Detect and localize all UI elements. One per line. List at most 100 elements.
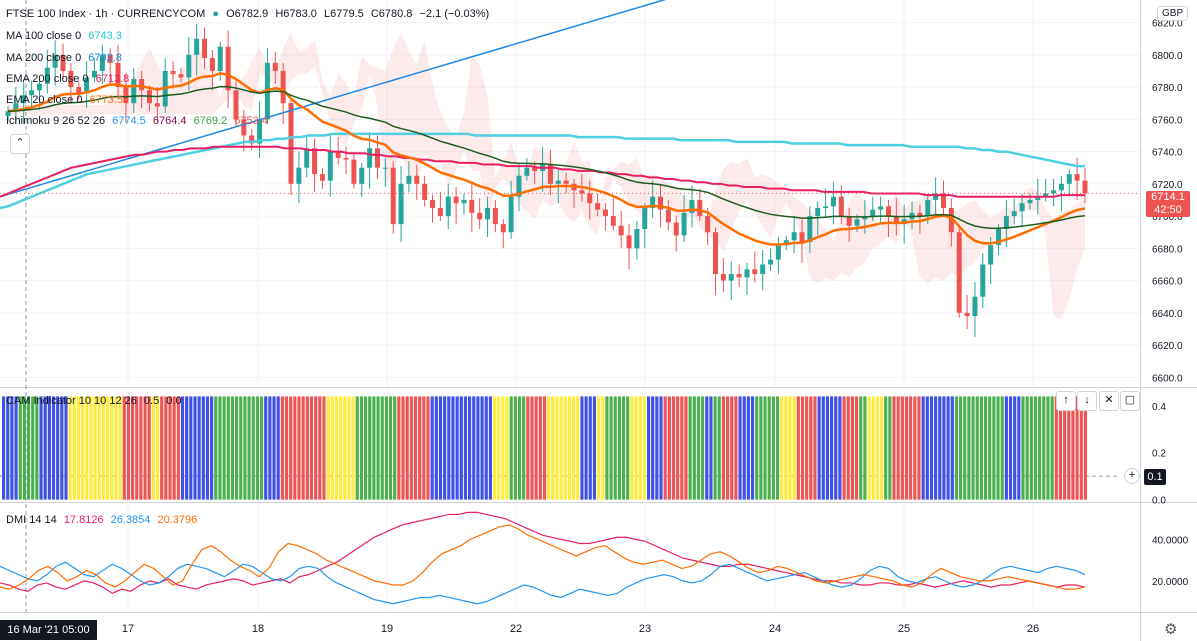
maximize-pane-button[interactable]: ▢ (1120, 391, 1140, 411)
close-pane-button[interactable]: ✕ (1099, 391, 1119, 411)
y-tick-label: 6700.0 (1152, 212, 1183, 223)
cam-bar (838, 396, 842, 500)
cam-bar (97, 396, 101, 500)
y-tick-label: 6820.0 (1152, 19, 1183, 30)
cam-bar (963, 396, 967, 500)
ohlc-close: C6780.8 (370, 8, 413, 20)
crosshair-date-label: 16 Mar '21 05:00 (0, 620, 97, 640)
cam-bar (526, 396, 530, 500)
cam-bar (405, 396, 409, 500)
cam-bar (376, 396, 380, 500)
candle (249, 135, 255, 144)
cam-bar (1071, 396, 1075, 500)
candle (343, 158, 349, 160)
collapse-legend-button[interactable]: ⌃ (10, 134, 30, 154)
cam-bar (634, 396, 638, 500)
cam-bar (601, 396, 605, 500)
cam-bar (738, 396, 742, 500)
cam-bar (884, 396, 888, 500)
last-price-tag: 6714.1 42:50 (1146, 191, 1190, 217)
cam-bar (388, 396, 393, 500)
candle (681, 212, 687, 236)
cam-bar (201, 396, 205, 500)
legend-ema20[interactable]: EMA 20 close 0 6773.5 (6, 94, 127, 106)
cam-bar (422, 396, 426, 500)
cam-bar (534, 396, 538, 500)
candle (390, 167, 396, 225)
legend-ichimoku[interactable]: Ichimoku 9 26 52 26 6774.5 6764.4 6769.2… (6, 115, 272, 127)
cam-bar (118, 396, 122, 500)
cam-bar (185, 396, 189, 500)
candle (500, 224, 506, 233)
cam-bar (1067, 396, 1071, 500)
cam-bar (659, 396, 663, 500)
candle (697, 199, 703, 217)
cam-bar (35, 396, 39, 500)
x-tick-label: 26 (1027, 623, 1039, 635)
y-tick-label: 40.0000 (1152, 535, 1189, 546)
cam-bar (759, 396, 763, 500)
cam-bar (850, 396, 854, 500)
legend-ma200[interactable]: MA 200 close 0 6702.8 (6, 52, 126, 64)
currency-badge[interactable]: GBP (1157, 6, 1189, 21)
candle (44, 67, 50, 84)
gear-icon[interactable]: ⚙ (1164, 621, 1178, 638)
cam-bar (742, 396, 746, 500)
candle (139, 79, 145, 91)
dmi-pane-legend[interactable]: DMI 14 14 17.8126 26.3854 20.3796 (6, 514, 201, 526)
cam-bar (671, 396, 676, 500)
cam-bar (147, 396, 151, 500)
cam-bar (734, 396, 738, 500)
live-dot-icon: ● (212, 8, 219, 20)
candle (728, 274, 734, 281)
candle (1074, 174, 1080, 181)
candle (453, 196, 459, 204)
cam-bar (93, 396, 97, 500)
cam-pane-legend[interactable]: CAM Indicator 10 10 12 26 0.5 0.0 (6, 395, 186, 407)
move-pane-down-button[interactable]: ↓ (1077, 391, 1097, 411)
candle (154, 103, 160, 107)
cam-bar (597, 396, 601, 500)
cam-bar (817, 396, 821, 500)
cam-bar (517, 396, 522, 500)
dmi-plus: 17.8126 (63, 514, 104, 526)
candle (178, 74, 184, 78)
cam-bar (214, 396, 218, 500)
cam-bar (717, 396, 721, 500)
cam-bar (563, 396, 567, 500)
cam-bar (193, 396, 197, 500)
cam-bar (434, 396, 438, 500)
cam-bar (775, 396, 780, 500)
cam-bar (892, 396, 896, 500)
symbol-title[interactable]: FTSE 100 Index · 1h · CURRENCYCOM (6, 8, 206, 20)
candle (91, 70, 97, 78)
cam-bar (418, 396, 422, 500)
candle (233, 90, 239, 120)
cam-bar (164, 396, 168, 500)
cam-bar (1058, 396, 1063, 500)
candle (225, 46, 231, 91)
move-pane-up-button[interactable]: ↑ (1056, 391, 1076, 411)
cam-bar (189, 396, 193, 500)
x-tick-label: 25 (898, 623, 910, 635)
cam-bar (626, 396, 630, 500)
candle (477, 212, 483, 220)
y-tick-label: 0.4 (1152, 402, 1166, 413)
candle (272, 62, 278, 71)
cam-bar (14, 396, 18, 500)
cam-bar (438, 396, 443, 500)
cam-bar (867, 396, 871, 500)
ema20-value: 6773.5 (89, 94, 124, 106)
last-price-value: 6714.1 (1151, 191, 1185, 203)
candle (406, 175, 412, 184)
legend-ema200[interactable]: EMA 200 close 0 6713.8 (6, 73, 133, 85)
candle (1011, 211, 1017, 217)
cam-bar (513, 396, 517, 500)
candle (815, 208, 821, 217)
cam-bar (750, 396, 755, 500)
legend-ma100[interactable]: MA 100 close 0 6743.3 (6, 30, 126, 42)
cam-bar (180, 396, 185, 500)
candle (634, 228, 640, 249)
add-plus-icon[interactable]: + (1124, 468, 1140, 484)
